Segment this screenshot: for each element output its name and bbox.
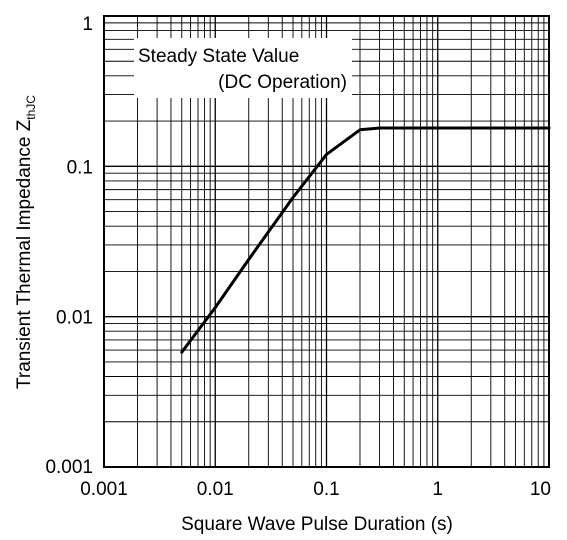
y-tick-label: 0.001	[45, 457, 93, 478]
y-tick-label: 1	[82, 14, 93, 35]
impedance-curve	[180, 126, 551, 354]
y-tick-labels: 0.001 0.01 0.1 1	[45, 14, 93, 478]
annotation-line-2: (DC Operation)	[218, 72, 347, 93]
x-tick-label: 1	[432, 479, 443, 500]
y-tick-label: 0.01	[56, 308, 93, 329]
x-axis-title: Square Wave Pulse Duration (s)	[181, 514, 453, 535]
x-tick-labels: 0.001 0.01 0.1 1 10	[80, 479, 551, 500]
y-axis-title-subscript: thJC	[24, 95, 38, 120]
y-axis-title: Transient Thermal Impedance ZthJC	[14, 95, 38, 389]
x-tick-label: 0.1	[313, 479, 339, 500]
x-tick-label: 10	[530, 479, 551, 500]
y-tick-label: 0.1	[67, 157, 93, 178]
x-tick-label: 0.01	[197, 479, 234, 500]
x-tick-label: 0.001	[80, 479, 128, 500]
annotation-background	[134, 38, 352, 98]
plot-frame	[103, 15, 550, 468]
annotation-line-1: Steady State Value	[138, 46, 299, 67]
y-axis-title-main: Transient Thermal Impedance Z	[14, 119, 35, 389]
annotation-box: Steady State Value (DC Operation)	[134, 38, 352, 98]
